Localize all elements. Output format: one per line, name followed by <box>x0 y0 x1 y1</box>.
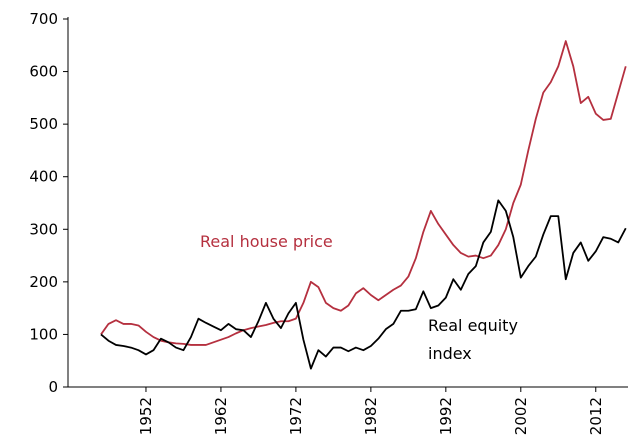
series-label: Real equity index <box>428 316 518 363</box>
y-tick-label: 300 <box>29 220 58 238</box>
series-label: Real house price <box>200 232 333 251</box>
y-tick-label: 500 <box>29 115 58 133</box>
x-tick-label: 2002 <box>512 397 530 435</box>
x-tick-label: 1972 <box>287 397 305 435</box>
y-tick-label: 100 <box>29 325 58 343</box>
y-tick-label: 0 <box>48 378 58 396</box>
y-tick-label: 700 <box>29 10 58 28</box>
y-tick-label: 400 <box>29 168 58 186</box>
x-tick-label: 1982 <box>362 397 380 435</box>
series-line <box>100 199 627 370</box>
x-tick-label: 1992 <box>437 397 455 435</box>
x-tick-label: 1952 <box>137 397 155 435</box>
y-tick-label: 600 <box>29 63 58 81</box>
y-tick-label: 200 <box>29 273 58 291</box>
x-tick-label: 1962 <box>212 397 230 435</box>
x-tick-label: 2012 <box>587 397 605 435</box>
series-line <box>100 40 627 346</box>
